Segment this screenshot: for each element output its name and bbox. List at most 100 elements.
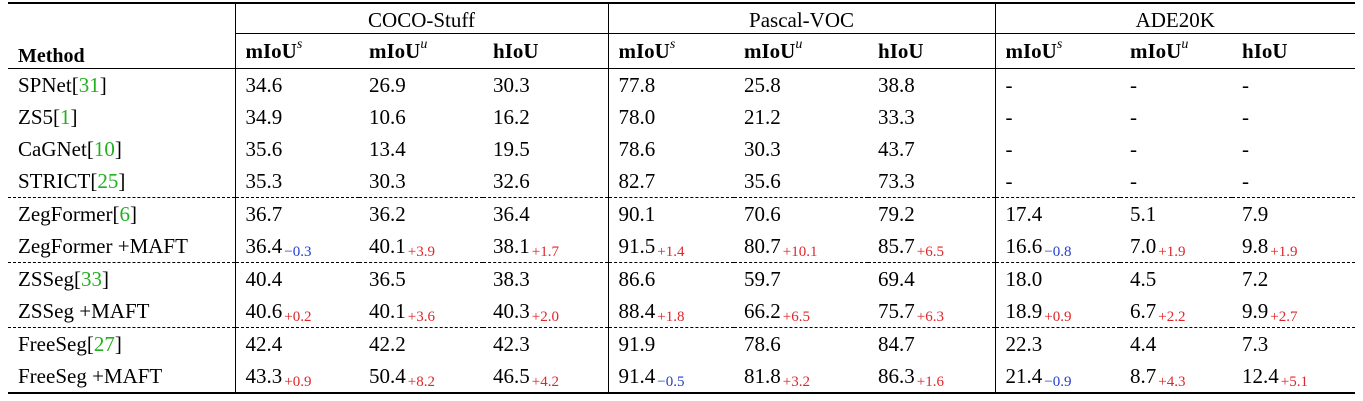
delta-value: +1.9 <box>1158 243 1186 260</box>
delta-value: +3.2 <box>782 373 810 390</box>
value-cell: 78.0 <box>607 101 735 133</box>
table-row: ZSSeg +MAFT 40.6 +0.2 40.1 +3.6 40.3 +2.0 88.4 +… <box>8 295 1355 328</box>
delta-value: −0.8 <box>1044 243 1072 260</box>
results-table: Method COCO-Stuff Pascal-VOC ADE20K mIoU… <box>8 2 1356 394</box>
delta-value: +6.5 <box>916 243 944 260</box>
value-cell: - <box>1130 168 1138 193</box>
delta-value: +8.2 <box>407 373 435 390</box>
value-cell: 70.6 <box>734 197 869 230</box>
metric-header: hIoU <box>868 33 996 69</box>
delta-value: +2.2 <box>1158 308 1186 325</box>
header-row-metrics: mIoUs mIoUu hIoU mIoUs mIoUu hIoU mIoUs mIoUu hI… <box>8 33 1356 69</box>
delta-value: +1.7 <box>531 243 559 260</box>
delta-value: +4.2 <box>531 373 559 390</box>
value-cell: 32.6 <box>493 168 530 193</box>
value-cell: 26.9 <box>369 72 406 97</box>
delta-value: +2.0 <box>531 308 559 325</box>
value-cell: 22.3 <box>994 327 1121 360</box>
value-cell: 38.3 <box>483 262 609 295</box>
delta-value: +0.2 <box>284 308 312 325</box>
value-cell: 73.3 <box>878 168 915 193</box>
value-cell: 7.0 +1.9 <box>1130 233 1186 260</box>
value-cell: - <box>994 133 1121 165</box>
value-cell: - <box>1242 136 1250 161</box>
value-cell: 77.8 <box>607 68 735 101</box>
citation-link[interactable]: 33 <box>81 266 103 291</box>
method-name: ZegFormer[6] <box>8 197 235 230</box>
table-row: ZegFormer[6] 36.7 36.2 36.4 90.1 70.6 79.2 17.4… <box>8 197 1356 230</box>
value-cell: 86.3 +1.6 <box>868 360 996 394</box>
value-cell: 13.4 <box>369 136 406 161</box>
value-cell: 36.5 <box>359 262 483 295</box>
value-cell: 86.6 <box>607 262 735 295</box>
value-cell: 79.2 <box>868 197 996 230</box>
value-cell: - <box>994 165 1121 198</box>
method-name: FreeSeg[27] <box>8 327 235 360</box>
delta-value: +5.1 <box>1280 373 1308 390</box>
metric-header: mIoUs <box>994 33 1121 69</box>
value-cell: 18.9 +0.9 <box>994 295 1121 328</box>
citation-link[interactable]: 10 <box>93 136 115 161</box>
value-cell: - <box>994 101 1121 133</box>
citation-link[interactable]: 25 <box>97 168 119 193</box>
value-cell: 4.5 <box>1120 262 1233 295</box>
citation-link[interactable]: 27 <box>93 331 115 356</box>
value-cell: 40.1 +3.6 <box>369 298 435 325</box>
value-cell: 9.9 +2.7 <box>1242 298 1298 325</box>
value-cell: 16.6 −0.8 <box>994 230 1121 263</box>
value-cell: 59.7 <box>734 262 869 295</box>
value-cell: - <box>1130 104 1138 129</box>
value-cell: 9.8 +1.9 <box>1242 233 1298 260</box>
metric-header: hIoU <box>1232 33 1356 69</box>
metric-header: mIoUu <box>1120 33 1233 69</box>
results-table-container: Method COCO-Stuff Pascal-VOC ADE20K mIoU… <box>8 2 1356 394</box>
delta-value: −0.9 <box>1044 373 1072 390</box>
method-name: FreeSeg +MAFT <box>8 360 235 394</box>
value-cell: 90.1 <box>607 197 735 230</box>
delta-value: +1.8 <box>657 308 685 325</box>
metric-header: hIoU <box>483 33 609 69</box>
value-cell: 5.1 <box>1120 197 1233 230</box>
delta-value: +1.6 <box>916 373 944 390</box>
value-cell: - <box>1130 72 1138 97</box>
value-cell: 40.6 +0.2 <box>234 295 359 328</box>
citation-link[interactable]: 6 <box>119 201 130 226</box>
citation-link[interactable]: 1 <box>60 104 71 129</box>
value-cell: 82.7 <box>607 165 735 198</box>
value-cell: 38.8 <box>878 72 915 97</box>
delta-value: −0.3 <box>284 243 312 260</box>
citation-link[interactable]: 31 <box>78 72 100 97</box>
value-cell: 7.2 <box>1232 262 1356 295</box>
value-cell: 40.4 <box>234 262 359 295</box>
value-cell: 81.8 +3.2 <box>734 360 869 394</box>
value-cell: 34.6 <box>234 68 359 101</box>
delta-value: +4.3 <box>1158 373 1186 390</box>
method-name: SPNet[31] <box>18 72 107 97</box>
value-cell: 42.3 <box>483 327 609 360</box>
value-cell: - <box>1242 72 1250 97</box>
value-cell: 34.9 <box>234 101 359 133</box>
table-row: ZS5[1] 34.9 10.6 16.2 78.0 21.2 33.3- - - <box>8 101 1355 133</box>
delta-value: −0.5 <box>657 373 685 390</box>
delta-value: +3.9 <box>407 243 435 260</box>
delta-value: +0.9 <box>284 373 312 390</box>
value-cell: 35.6 <box>234 133 359 165</box>
delta-value: +0.9 <box>1044 308 1072 325</box>
value-cell: 33.3 <box>878 104 915 129</box>
delta-value: +6.3 <box>916 308 944 325</box>
value-cell: 78.6 <box>607 133 735 165</box>
value-cell: 4.4 <box>1120 327 1233 360</box>
table-row: ZSSeg[33] 40.4 36.5 38.3 86.6 59.7 69.4 18.0 4.5… <box>8 262 1356 295</box>
value-cell: 36.2 <box>359 197 483 230</box>
method-header: Method <box>8 2 235 69</box>
group-header-ade: ADE20K <box>994 2 1356 34</box>
value-cell: 21.4 −0.9 <box>994 360 1121 394</box>
metric-header: mIoUs <box>607 33 735 69</box>
method-name: ZSSeg[33] <box>8 262 235 295</box>
value-cell: 43.3 +0.9 <box>234 360 359 394</box>
metric-header: mIoUu <box>359 33 483 69</box>
table-row: CaGNet[10] 35.6 13.4 19.5 78.6 30.3 43.7- - - <box>8 133 1355 165</box>
value-cell: 30.3 <box>369 168 406 193</box>
delta-value: +3.6 <box>407 308 435 325</box>
value-cell: 36.7 <box>234 197 359 230</box>
